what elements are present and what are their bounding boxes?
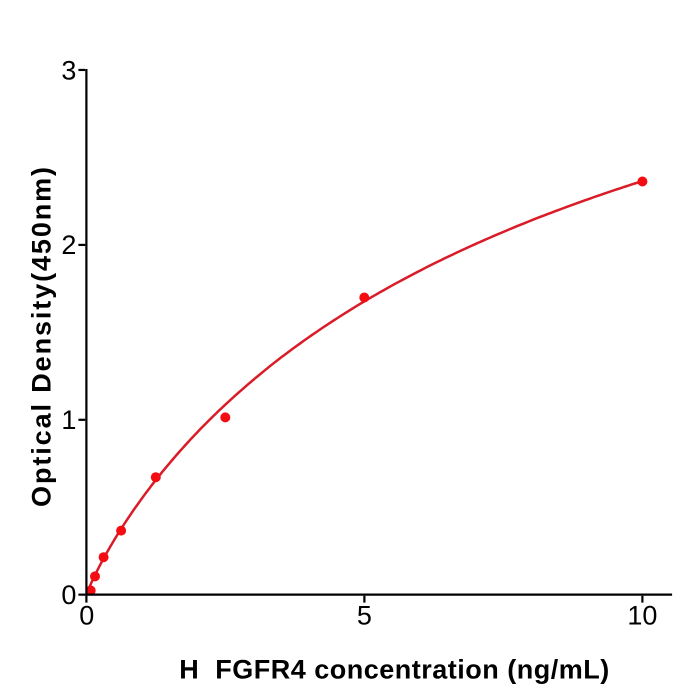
svg-text:H FGFR4 concentration (ng/mL): H FGFR4 concentration (ng/mL) [179,655,610,685]
svg-text:5: 5 [357,600,372,630]
svg-text:2: 2 [61,230,76,260]
svg-text:0: 0 [79,600,94,630]
svg-text:1: 1 [61,405,76,435]
svg-text:3: 3 [61,55,76,85]
svg-text:0: 0 [61,580,76,610]
svg-text:10: 10 [627,600,657,630]
svg-text:Optical Density(450nm): Optical Density(450nm) [27,165,57,507]
